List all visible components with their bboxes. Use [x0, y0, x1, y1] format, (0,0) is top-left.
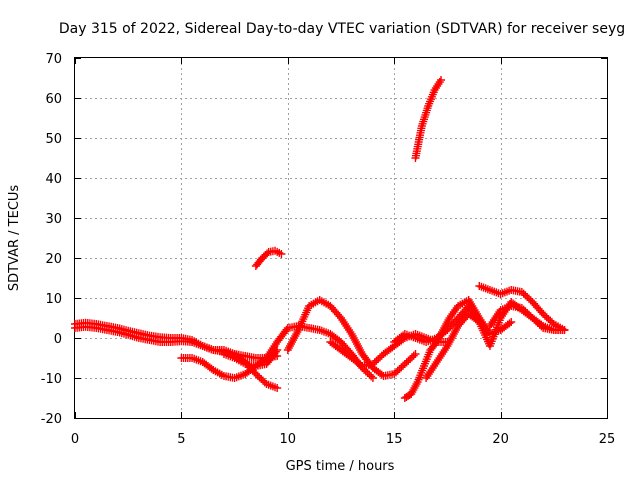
y-tick-label: 60	[45, 92, 62, 107]
y-tick-label: -10	[41, 372, 62, 387]
x-tick-label: 25	[599, 432, 616, 447]
y-tick-label: -20	[41, 412, 62, 427]
series-arc-5	[219, 346, 282, 370]
data-point	[473, 316, 482, 325]
data-point	[368, 374, 377, 382]
data-point	[560, 326, 569, 334]
x-tick-labels: 0 5 10 15 20 25	[71, 432, 615, 447]
data-point	[437, 76, 446, 84]
series-arc-10	[411, 76, 446, 162]
x-axis-label: GPS time / hours	[286, 459, 395, 474]
series-arc-12	[422, 310, 484, 382]
data-point	[273, 384, 282, 392]
y-tick-label: 10	[45, 292, 62, 307]
series-arc-13	[475, 282, 569, 334]
series	[71, 76, 569, 402]
data-point	[273, 346, 282, 354]
data-point	[277, 250, 286, 258]
y-tick-label: 0	[54, 332, 62, 347]
y-tick-label: 70	[45, 52, 62, 67]
chart-title: Day 315 of 2022, Sidereal Day-to-day VTE…	[59, 21, 625, 37]
data-point	[475, 318, 484, 326]
ticks	[75, 58, 608, 419]
y-tick-label: 20	[45, 252, 62, 267]
data-point	[409, 351, 418, 360]
series-arc-14	[485, 302, 569, 334]
y-axis-label: SDTVAR / TECUs	[7, 185, 22, 292]
y-tick-label: 40	[45, 172, 62, 187]
x-tick-label: 10	[280, 432, 297, 447]
y-tick-label: 30	[45, 212, 62, 227]
data-point	[271, 347, 280, 356]
data-point	[411, 350, 420, 358]
series-arc-6	[251, 246, 286, 270]
y-tick-label: 50	[45, 132, 62, 147]
x-tick-label: 5	[177, 432, 185, 447]
x-tick-label: 20	[492, 432, 509, 447]
data-point	[507, 318, 516, 326]
plot-frame	[74, 57, 608, 419]
x-tick-label: 0	[71, 432, 79, 447]
data-point	[505, 319, 514, 328]
y-tick-labels: -20 -10 0 10 20 30 40 50 60 70	[41, 52, 62, 427]
data-point	[367, 372, 376, 381]
x-tick-label: 15	[386, 432, 403, 447]
data-point	[263, 249, 272, 258]
